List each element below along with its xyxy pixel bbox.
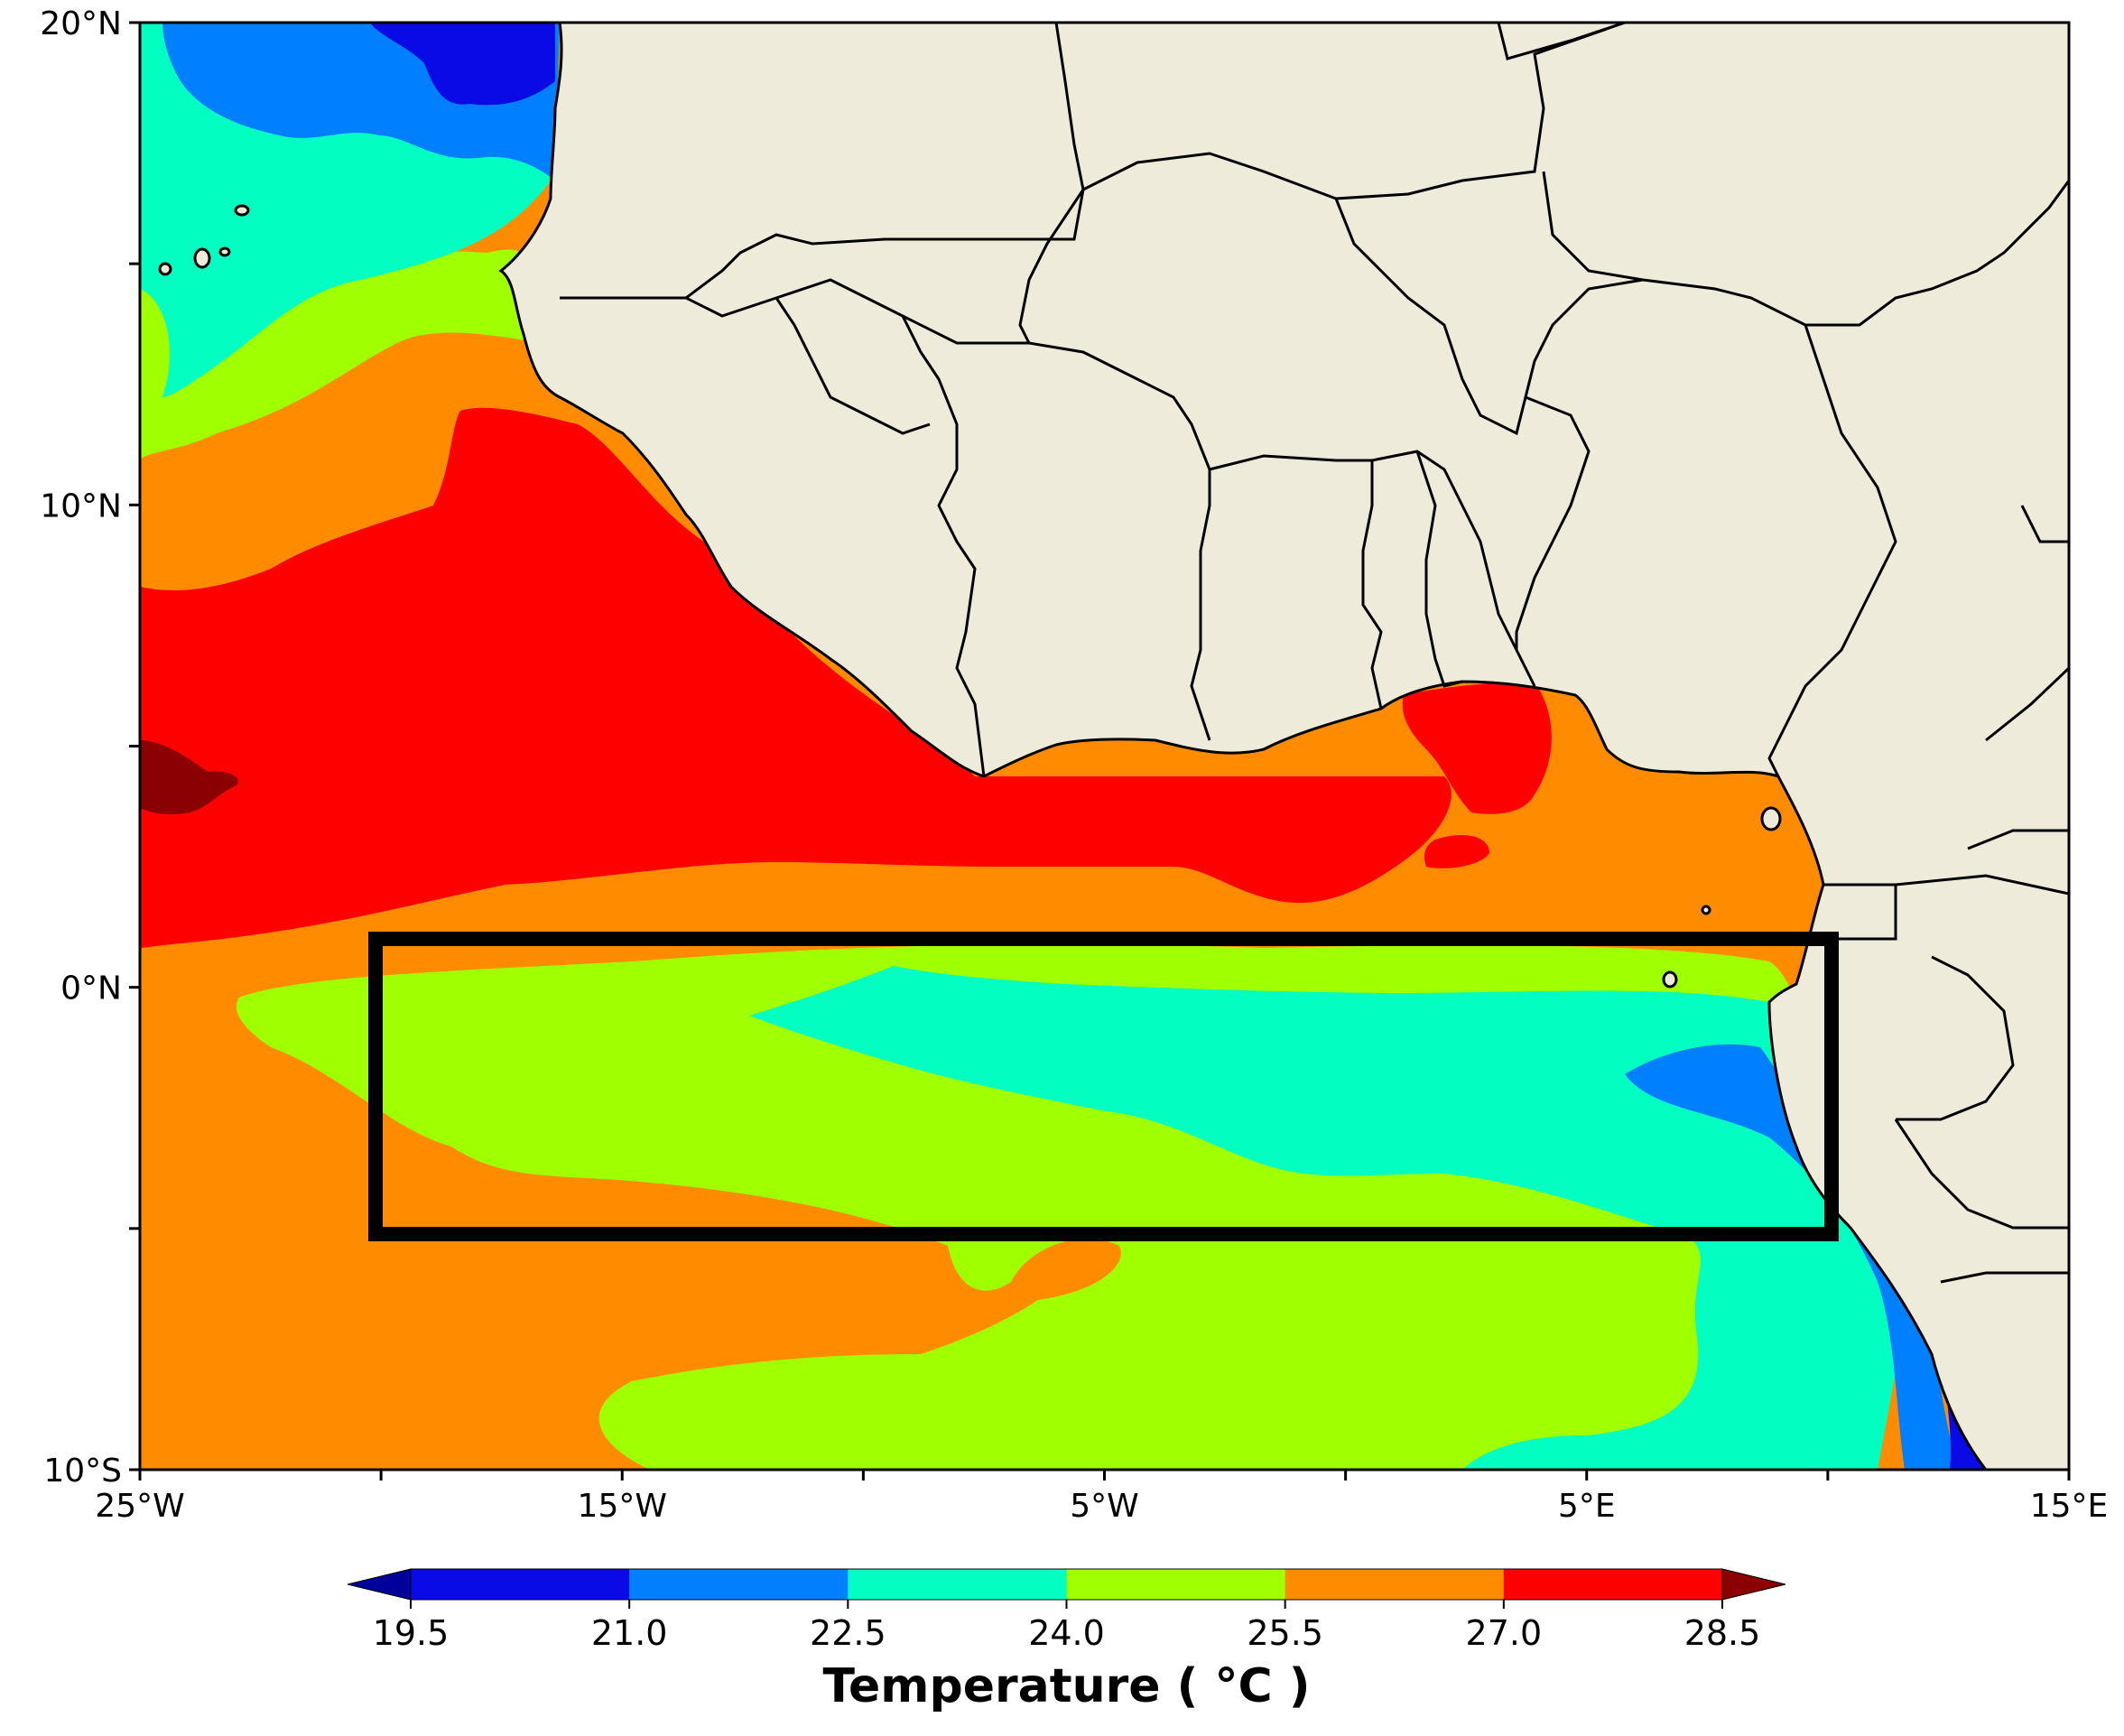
x-tick-label: 15°E	[2030, 1488, 2109, 1525]
colorbar-tick-label: 27.0	[1466, 1613, 1543, 1653]
colorbar-tick-label: 25.5	[1247, 1613, 1323, 1653]
map-panel	[140, 23, 2069, 1470]
x-tick-label: 5°E	[1558, 1488, 1616, 1525]
sst-band-22-5-24-equator	[749, 966, 1898, 1470]
colorbar-segment	[1503, 1569, 1723, 1600]
sst-band-27-28-5-east	[1402, 682, 1552, 814]
x-tick-label: 5°W	[1070, 1488, 1139, 1525]
sst-band-27-28-5	[140, 407, 1452, 949]
x-tick-label: 15°W	[578, 1488, 667, 1525]
y-tick-label: 10°N	[40, 487, 122, 525]
colorbar-over-arrow	[1721, 1568, 1786, 1601]
sst-band-above-28-5	[140, 740, 238, 815]
colorbar-tick-label: 24.0	[1028, 1613, 1105, 1653]
sst-band-below-21-north	[370, 23, 555, 106]
colorbar-segment	[411, 1569, 630, 1600]
colorbar-title: Temperature ( °C )	[822, 1659, 1310, 1713]
colorbar-segment	[1285, 1569, 1505, 1600]
colorbar-tick-label: 21.0	[591, 1613, 668, 1653]
highlight-box	[368, 932, 1839, 1241]
axes-ticks: 25°W 15°W 5°W 5°E 15°E 20°N 10°N 0°N 10°S	[40, 5, 2108, 1525]
land-west-africa	[498, 23, 2069, 1470]
colorbar-under-arrow	[347, 1568, 412, 1601]
x-tick-label: 25°W	[95, 1488, 184, 1525]
y-tick-label: 20°N	[40, 5, 122, 42]
colorbar-segment	[1066, 1569, 1286, 1600]
sst-band-27-28-5-patch	[1424, 835, 1489, 868]
colorbar-segment	[629, 1569, 849, 1600]
y-tick-label: 0°N	[60, 970, 122, 1007]
country-borders	[560, 23, 2069, 1284]
colorbar-tick-label: 28.5	[1684, 1613, 1761, 1653]
colorbar-tick-label: 19.5	[373, 1613, 450, 1653]
islands	[158, 204, 1782, 989]
colorbar: 19.5 21.0 22.5 24.0 25.5 27.0 28.5 Temperature …	[347, 1568, 1786, 1713]
colorbar-tick-label: 22.5	[810, 1613, 886, 1653]
colorbar-segment	[848, 1569, 1067, 1600]
y-tick-label: 10°S	[43, 1453, 122, 1490]
